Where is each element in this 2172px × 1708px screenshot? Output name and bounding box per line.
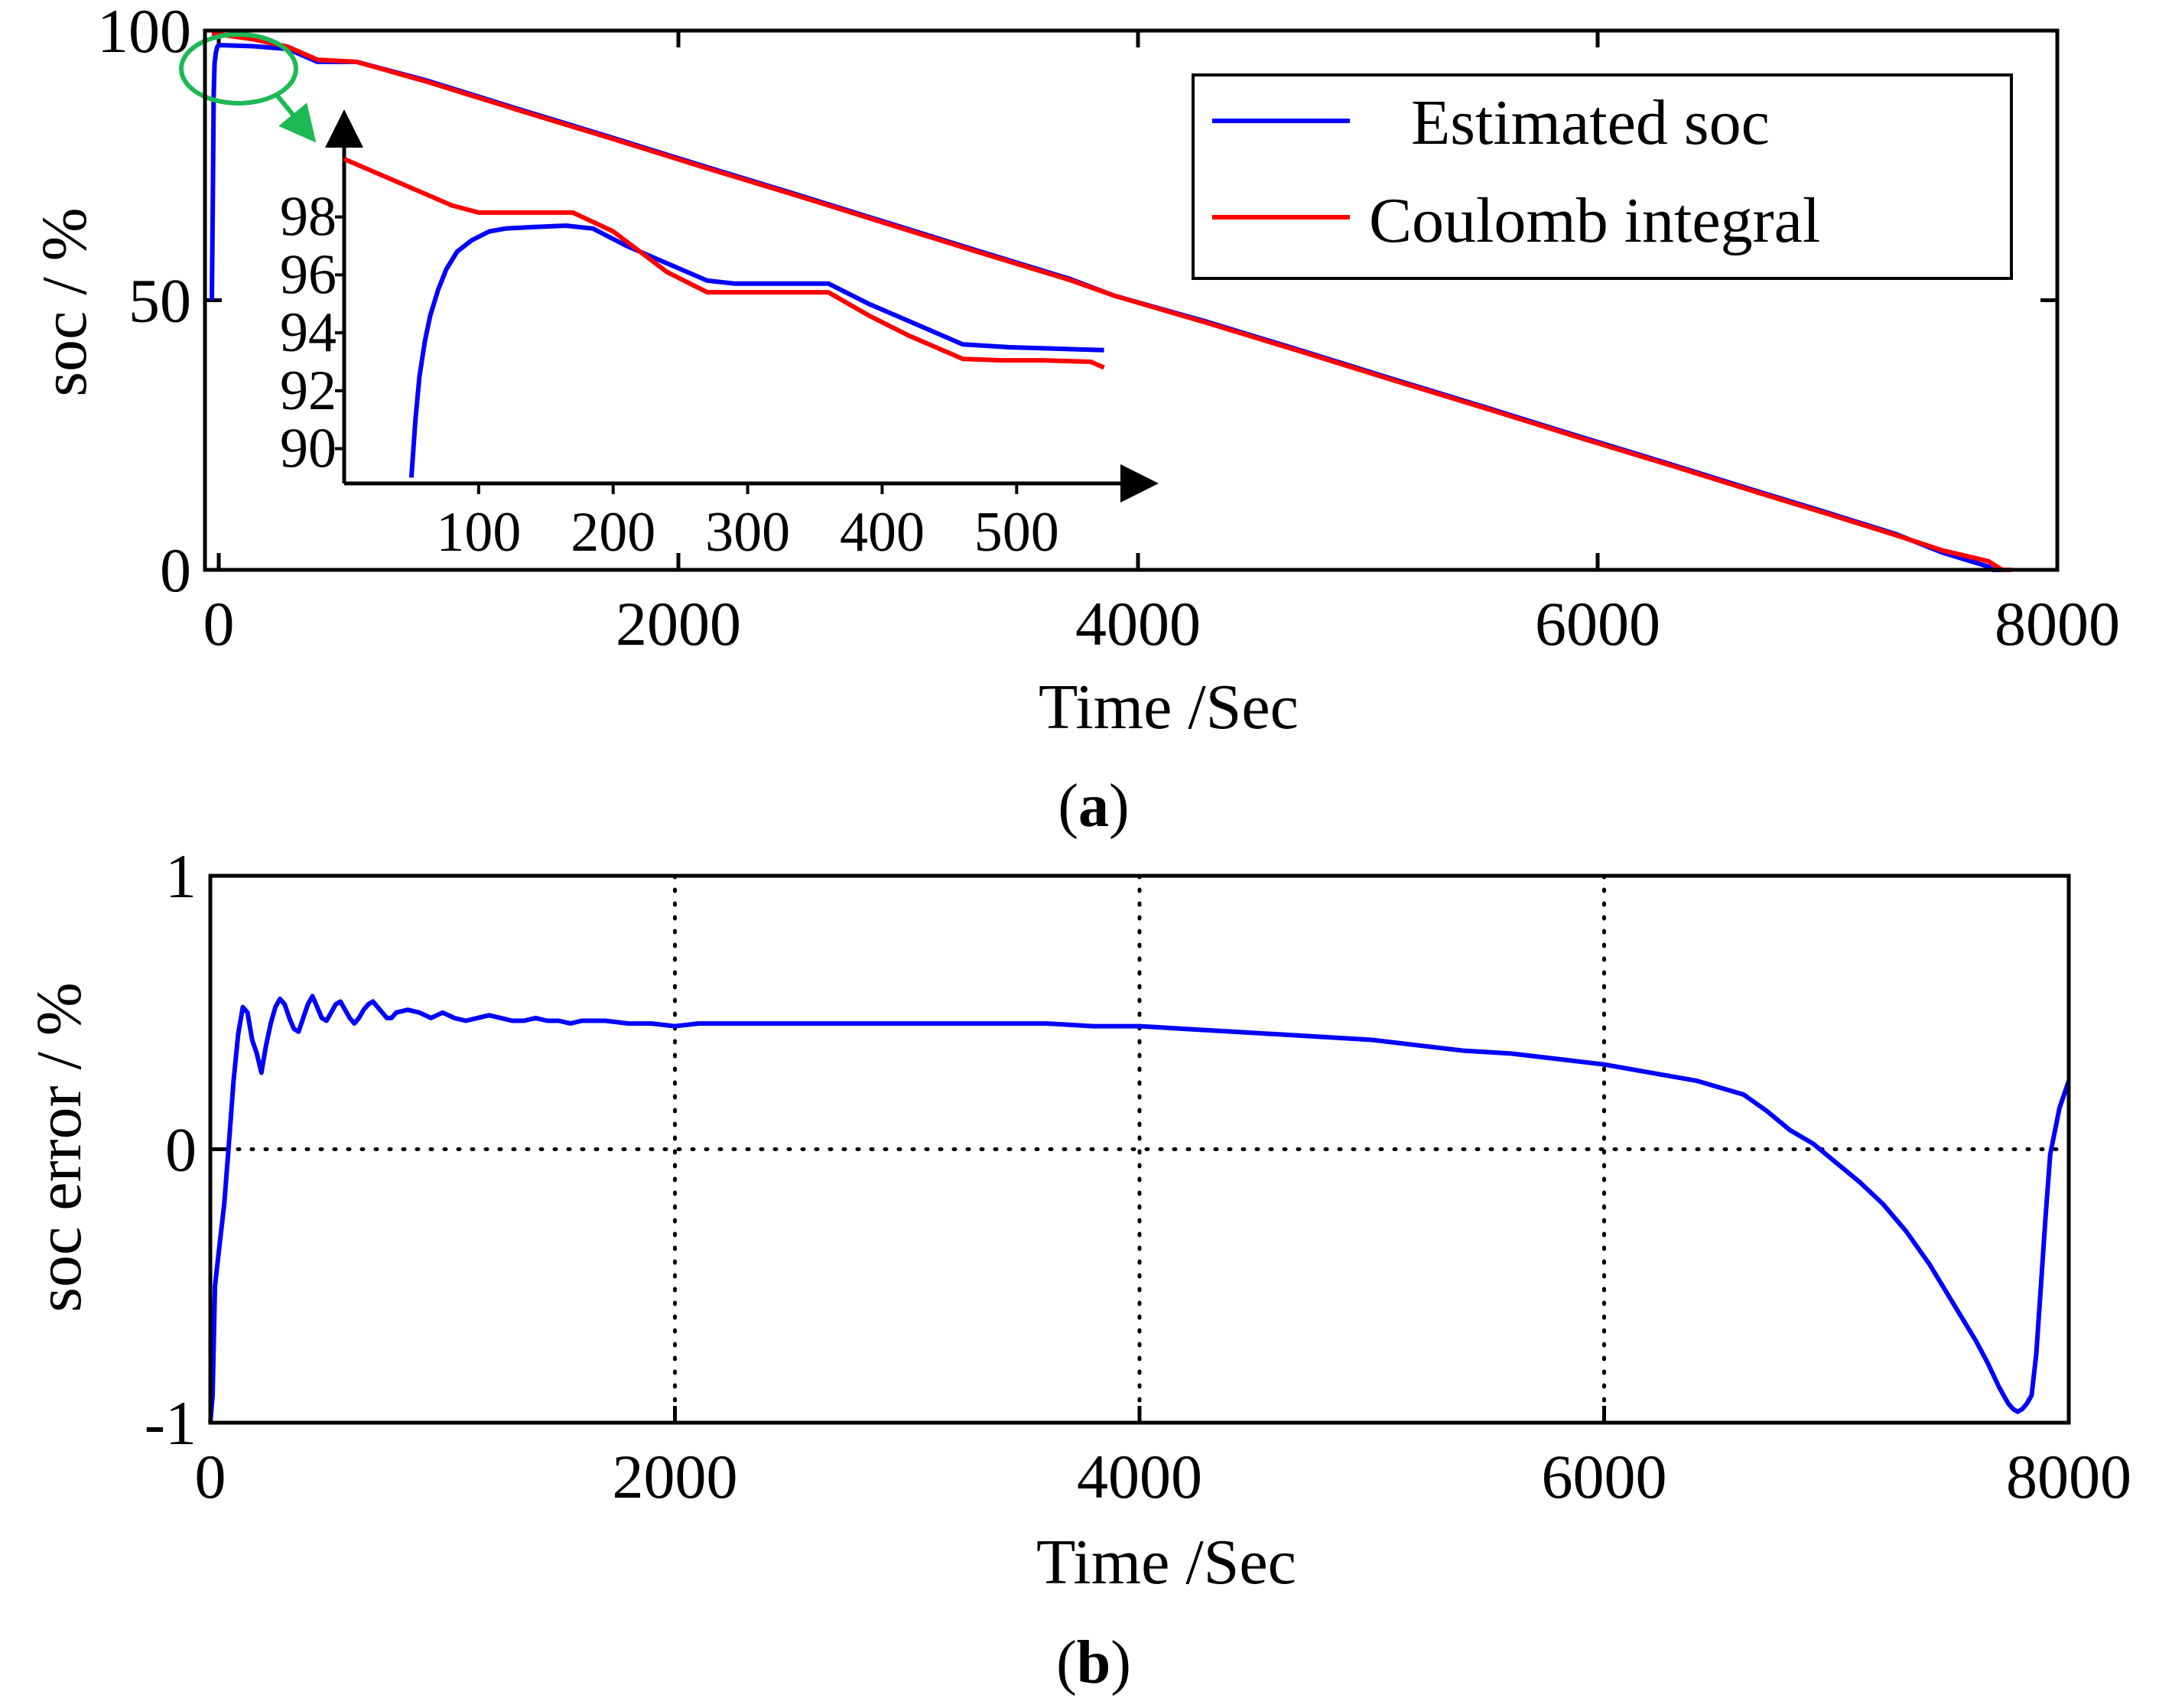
panel-b-xtick-label: 6000 bbox=[1542, 1442, 1667, 1511]
panel-b-caption: (b) bbox=[1056, 1629, 1131, 1697]
panel-b-xtick-label: 2000 bbox=[613, 1442, 738, 1511]
panel-b-y-label: soc error / % bbox=[24, 982, 95, 1312]
inset-series-line-estimated bbox=[408, 223, 1104, 478]
panel-a-xtick-label: 0 bbox=[203, 589, 235, 659]
panel-b-xtick-label: 4000 bbox=[1077, 1442, 1202, 1511]
inset-series-line-coulomb bbox=[343, 157, 1105, 370]
zoom-arrow bbox=[273, 92, 317, 143]
inset-xtick-label: 300 bbox=[705, 501, 790, 564]
panel-b-ticks: 0 2000 4000 6000 8000-101 bbox=[145, 841, 2131, 1511]
inset-ytick-label: 92 bbox=[280, 359, 337, 422]
panel-a-series-line-coulomb bbox=[211, 31, 2011, 572]
panel-b-ytick-label: 1 bbox=[165, 841, 197, 911]
panel-a-xtick-label: 6000 bbox=[1535, 589, 1660, 659]
panel-a-ytick-label: 50 bbox=[128, 266, 191, 336]
panel-b-ytick-label: 0 bbox=[165, 1115, 197, 1185]
panel-b: 0 2000 4000 6000 8000-101 Time /Sec soc erro… bbox=[24, 841, 2131, 1697]
panel-b-axes-box bbox=[208, 874, 2071, 1425]
legend-label-coulomb: Coulomb integral bbox=[1369, 185, 1820, 256]
panel-b-series-line-error bbox=[208, 994, 2071, 1423]
inset-ytick-label: 94 bbox=[280, 301, 337, 364]
panel-b-grid bbox=[208, 874, 2071, 1425]
legend-box bbox=[1192, 73, 2013, 280]
panel-a-ticks: 0 2000 4000 6000 8000 0 50 100 bbox=[97, 0, 2120, 659]
legend: Estimated soc Coulomb integral bbox=[1192, 73, 2013, 280]
zoom-highlight-ellipse bbox=[179, 32, 298, 106]
inset-xtick-label: 500 bbox=[974, 501, 1059, 564]
inset-ytick-label: 96 bbox=[280, 243, 337, 306]
panel-a-series bbox=[210, 31, 2011, 572]
panel-b-xtick-label: 8000 bbox=[2006, 1442, 2131, 1511]
panel-a-y-label: soc / % bbox=[29, 207, 100, 396]
panel-b-xtick-label: 0 bbox=[195, 1442, 226, 1511]
panel-a-ytick-label: 0 bbox=[160, 535, 191, 605]
panel-a-xtick-label: 4000 bbox=[1075, 589, 1201, 659]
inset-xtick-label: 200 bbox=[571, 501, 655, 564]
panel-a-axes-box bbox=[203, 28, 2060, 572]
panel-a-xtick-label: 2000 bbox=[616, 589, 741, 659]
inset-ytick-label: 98 bbox=[280, 186, 337, 249]
panel-a-caption: (a) bbox=[1058, 773, 1129, 840]
inset-xtick-label: 400 bbox=[840, 501, 925, 564]
panel-a-xtick-label: 8000 bbox=[1995, 589, 2120, 659]
panel-b-series bbox=[208, 994, 2071, 1423]
panel-a-ytick-label: 100 bbox=[97, 0, 191, 66]
legend-label-estimated: Estimated soc bbox=[1411, 87, 1770, 158]
panel-a-x-label: Time /Sec bbox=[1039, 672, 1299, 743]
inset-xtick-label: 100 bbox=[436, 501, 521, 564]
panel-a: 0 2000 4000 6000 8000 0 50 100 100 200 300 400 500 9… bbox=[29, 0, 2120, 840]
inset-ytick-label: 90 bbox=[280, 418, 337, 480]
panel-b-ytick-label: -1 bbox=[145, 1388, 197, 1458]
panel-b-x-label: Time /Sec bbox=[1036, 1527, 1296, 1598]
